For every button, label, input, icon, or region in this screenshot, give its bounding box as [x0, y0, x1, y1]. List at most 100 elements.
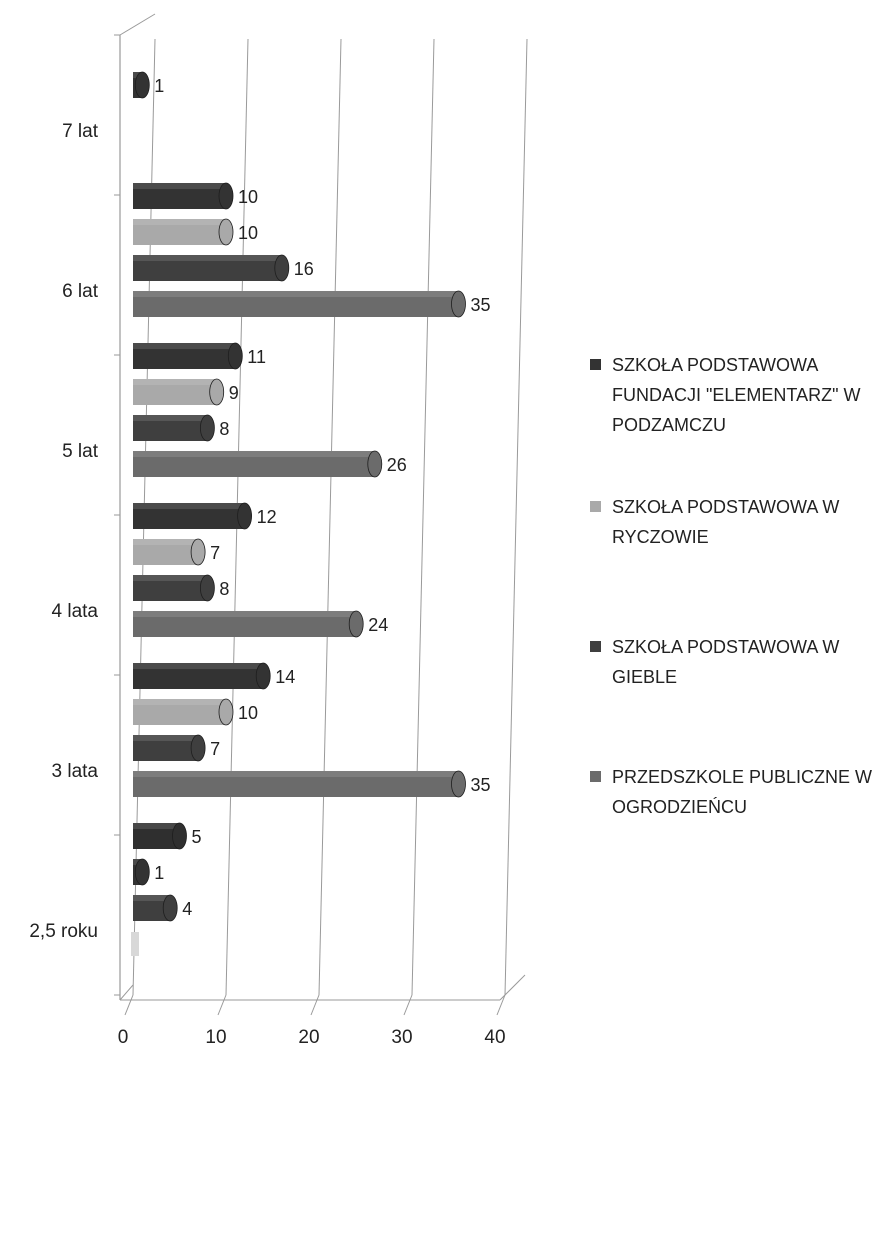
data-label: 7 — [210, 543, 220, 563]
bar-cap — [172, 822, 187, 850]
data-label: 16 — [294, 259, 314, 279]
data-label: 35 — [471, 295, 491, 315]
bar-cap — [209, 378, 225, 406]
bar — [133, 698, 234, 726]
bar-body — [133, 291, 459, 317]
data-label: 10 — [238, 223, 258, 243]
bar-highlight — [133, 823, 180, 829]
bar-cap — [190, 538, 206, 566]
bar — [133, 71, 150, 99]
bar — [133, 858, 150, 886]
bar-cap — [274, 254, 290, 282]
bar-cap — [367, 450, 383, 478]
category-label: 3 lata — [52, 761, 99, 782]
bar-cap — [218, 698, 234, 726]
bar-body — [133, 611, 357, 637]
data-label: 24 — [368, 615, 388, 635]
bar — [133, 538, 206, 566]
bar — [133, 182, 234, 210]
bar-highlight — [133, 663, 264, 669]
legend-item: SZKOŁA PODSTAWOWA W GIEBLE — [590, 632, 880, 692]
x-tick-label: 40 — [484, 1027, 505, 1048]
bar-highlight — [133, 895, 171, 901]
legend-swatch — [590, 771, 601, 782]
bar — [133, 574, 215, 602]
bar-body — [133, 735, 199, 761]
data-label: 5 — [192, 827, 202, 847]
bar-cap — [237, 502, 253, 530]
floor-edge — [119, 984, 134, 1001]
bar-highlight — [133, 415, 208, 421]
legend-swatch — [590, 501, 601, 512]
legend-item: SZKOŁA PODSTAWOWA FUNDACJI "ELEMENTARZ" … — [590, 350, 880, 440]
x-tick-label: 10 — [205, 1027, 226, 1048]
bar — [133, 254, 290, 282]
bar-cap — [227, 342, 243, 370]
bar-body — [133, 575, 208, 601]
floor-gridline — [496, 994, 506, 1016]
bar-highlight — [133, 735, 199, 741]
bar-highlight — [133, 183, 226, 189]
data-label: 8 — [219, 579, 229, 599]
legend-label: SZKOŁA PODSTAWOWA W GIEBLE — [612, 637, 840, 687]
bar — [133, 610, 364, 638]
bar-zero — [131, 932, 139, 956]
data-label: 14 — [275, 667, 295, 687]
legend-swatch — [590, 641, 601, 652]
bar-body — [133, 663, 264, 689]
data-label: 35 — [471, 775, 491, 795]
category-label: 2,5 roku — [29, 921, 98, 942]
bar-body — [133, 255, 282, 281]
bar-highlight — [133, 575, 208, 581]
data-label: 10 — [238, 187, 258, 207]
bar-cap — [134, 71, 150, 99]
bar-cap — [190, 734, 206, 762]
floor-edge — [499, 974, 526, 1001]
data-label: 8 — [219, 419, 229, 439]
legend-label: PRZEDSZKOLE PUBLICZNE W OGRODZIEŃCU — [612, 767, 873, 817]
data-label: 10 — [238, 703, 258, 723]
bar-cap — [218, 182, 234, 210]
gridline — [411, 38, 435, 996]
bar-cap — [218, 218, 234, 246]
bar-cap — [348, 610, 364, 638]
bar-body — [133, 539, 199, 565]
category-label: 6 lat — [62, 281, 99, 302]
bar — [133, 822, 187, 850]
bar — [133, 734, 206, 762]
bar-highlight — [133, 611, 357, 617]
bar — [133, 662, 271, 690]
legend-swatch — [590, 359, 601, 370]
bar-body — [133, 699, 226, 725]
bar-body — [133, 379, 217, 405]
bar-highlight — [133, 451, 375, 457]
bar-body — [133, 771, 459, 797]
chart-axes — [114, 13, 526, 1001]
bar-highlight — [133, 699, 226, 705]
bar-highlight — [133, 771, 459, 777]
data-label: 11 — [247, 347, 266, 367]
bar-body — [133, 451, 375, 477]
x-tick-label: 30 — [391, 1027, 412, 1048]
bar — [133, 378, 225, 406]
bar — [133, 342, 243, 370]
bar-body — [133, 503, 245, 529]
bar-highlight — [133, 343, 236, 349]
data-label: 1 — [154, 863, 164, 883]
bar-cap — [134, 858, 150, 886]
bar — [133, 502, 253, 530]
legend-label: SZKOŁA PODSTAWOWA W RYCZOWIE — [612, 497, 840, 547]
gridline — [504, 38, 528, 996]
data-label: 26 — [387, 455, 407, 475]
x-tick-label: 0 — [118, 1027, 129, 1048]
bar-cap — [199, 414, 215, 442]
bar-cap — [162, 894, 178, 922]
legend-item: SZKOŁA PODSTAWOWA W RYCZOWIE — [590, 492, 880, 552]
gridline — [318, 38, 342, 996]
category-label: 5 lat — [62, 441, 99, 462]
top-edge — [119, 13, 156, 36]
bar — [133, 770, 466, 798]
bar-body — [133, 183, 226, 209]
bar-highlight — [133, 379, 217, 385]
